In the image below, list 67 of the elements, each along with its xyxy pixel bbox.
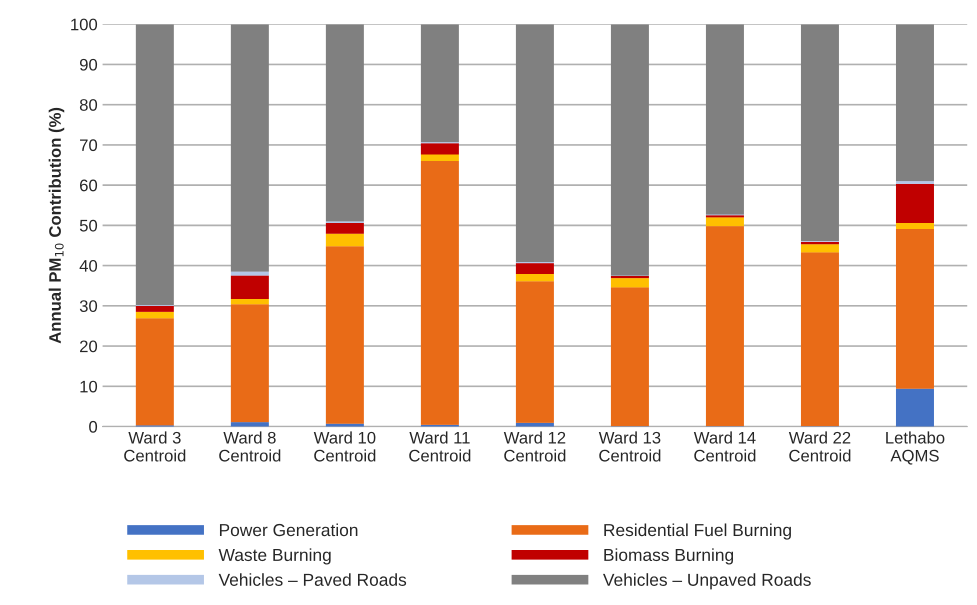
- bar: [610, 287, 649, 426]
- y-axis-title: Annual PM$_{10}$ Contribution (%): [48, 108, 64, 344]
- bar: [516, 422, 554, 427]
- y-tick-label: 0: [89, 420, 98, 433]
- bar: [896, 24, 934, 182]
- bar: [326, 234, 364, 246]
- bar: [896, 228, 934, 389]
- bar: [896, 388, 934, 427]
- bar: [800, 24, 839, 242]
- x-tick-label: Ward 3 Centroid: [124, 431, 186, 462]
- y-tick-label: 10: [80, 380, 98, 392]
- bar: [610, 278, 649, 288]
- legend-label: Vehicles – Unpaved Roads: [603, 573, 811, 590]
- bar: [420, 143, 459, 155]
- bar: [420, 154, 459, 161]
- y-tick-label: 80: [80, 99, 98, 111]
- y-tick-label: 30: [80, 300, 98, 312]
- x-tick-label: Lethabo AQMS: [886, 431, 944, 465]
- bar: [516, 263, 554, 274]
- x-tick-label: Ward 14 Centroid: [694, 431, 756, 462]
- bar: [800, 252, 839, 426]
- bar: [800, 242, 839, 244]
- bar: [420, 24, 459, 142]
- legend-label: Residential Fuel Burning: [604, 523, 791, 540]
- bar: [896, 184, 934, 223]
- bar: [800, 244, 839, 252]
- bar: [516, 274, 554, 282]
- bar: [706, 217, 744, 226]
- y-tick-label: 20: [80, 340, 98, 352]
- legend-label: Vehicles – Paved Roads: [218, 573, 406, 586]
- bar: [896, 181, 934, 184]
- legend-label: Biomass Burning: [604, 548, 734, 565]
- bar: [420, 160, 459, 425]
- bar: [326, 246, 364, 424]
- x-tick-label: Ward 12 Centroid: [504, 431, 566, 462]
- x-tick-label: Ward 10 Centroid: [314, 431, 376, 462]
- x-tick-label: Ward 22 Centroid: [788, 431, 850, 462]
- bar: [136, 318, 174, 426]
- y-tick-label: 90: [80, 58, 98, 71]
- bar: [230, 422, 269, 427]
- x-tick-label: Ward 8 Centroid: [219, 431, 280, 462]
- bar: [230, 272, 269, 276]
- bar: [136, 306, 174, 312]
- x-tick-label: Ward 13 Centroid: [598, 431, 660, 462]
- bar: [326, 222, 364, 234]
- legend-label: Power Generation: [220, 523, 358, 536]
- bar: [230, 276, 269, 299]
- bar: [136, 24, 174, 306]
- x-tick-label: Ward 11 Centroid: [409, 431, 470, 462]
- bar: [230, 298, 269, 304]
- bar: [326, 424, 364, 427]
- bar: [516, 24, 554, 262]
- y-tick-label: 60: [80, 180, 98, 192]
- bar: [516, 281, 554, 423]
- bar: [706, 24, 744, 214]
- bar: [230, 24, 269, 272]
- legend-label: Waste Burning: [218, 548, 331, 565]
- bar: [326, 24, 364, 222]
- y-tick-label: 100: [71, 18, 98, 30]
- y-tick-label: 70: [80, 139, 98, 152]
- y-tick-label: 50: [80, 220, 98, 232]
- bar: [230, 304, 269, 422]
- y-tick-label: 40: [80, 260, 98, 272]
- bar: [896, 222, 934, 229]
- bar: [610, 24, 649, 276]
- bar: [136, 312, 174, 318]
- bar: [706, 226, 744, 426]
